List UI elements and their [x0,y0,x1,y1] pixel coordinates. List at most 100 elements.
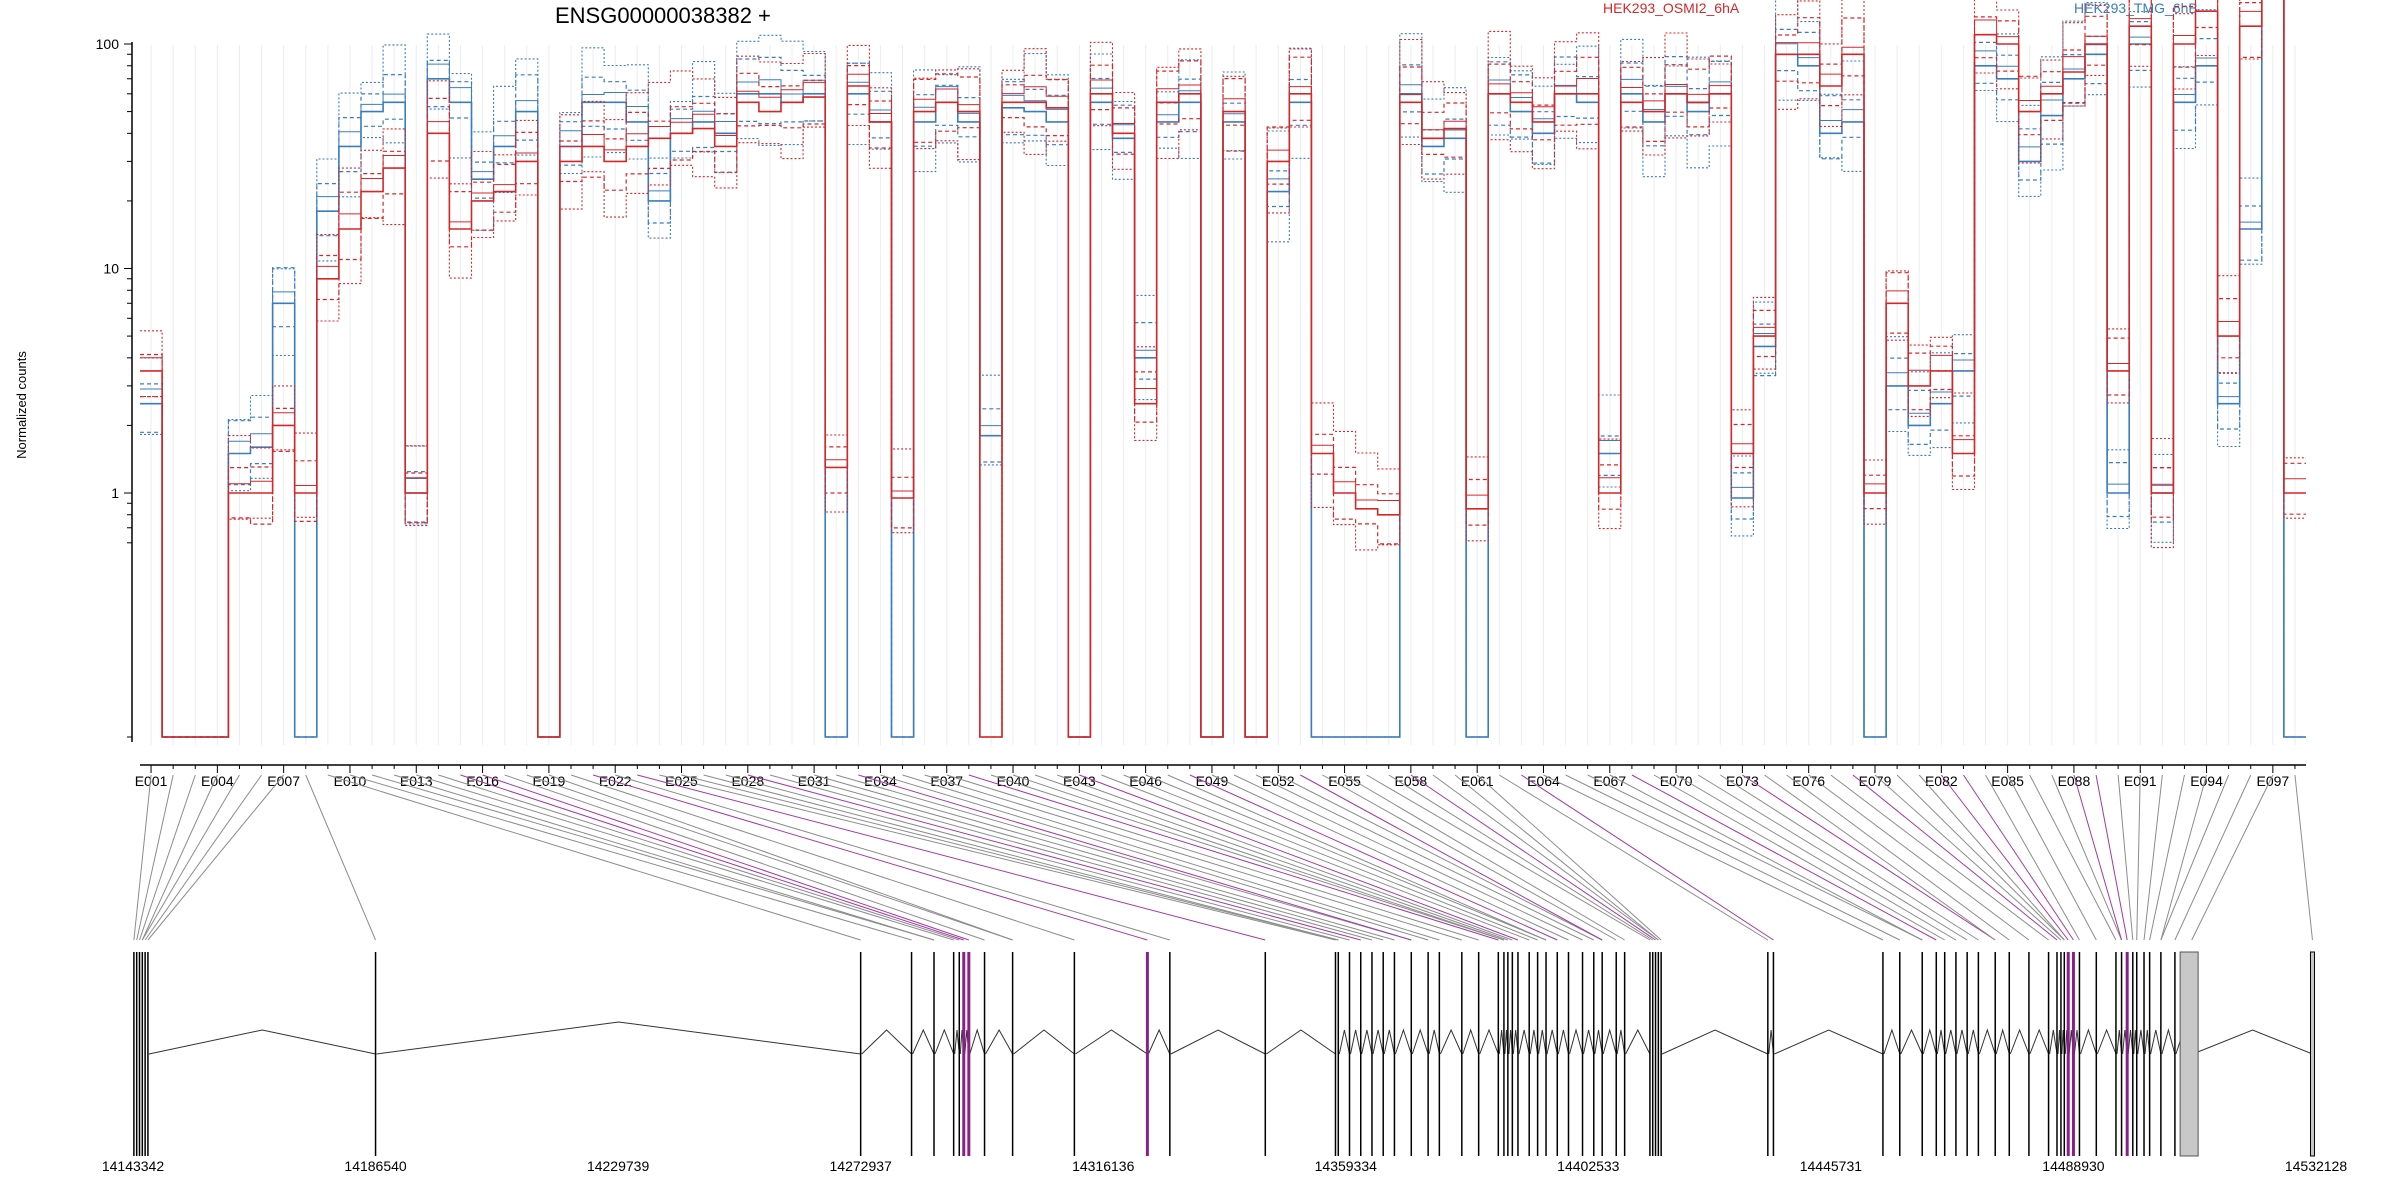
exon-connector [858,774,1412,941]
intron-line [1774,1029,1884,1055]
intron-line [1498,1029,1505,1055]
series-line [140,0,2306,738]
exon-connector [1653,774,1945,941]
exon-connector [1786,774,2010,941]
intron-line [1338,1029,1350,1055]
intron-line [148,1029,376,1055]
exon-block [2309,951,2315,1157]
series-line [140,0,2306,738]
exon-connector [305,774,377,941]
exon-connector [1012,774,1505,941]
exon-connector [133,774,152,941]
coordinate-label: 14272937 [830,1158,893,1174]
exon-connector [2160,774,2230,941]
exon-connector [1476,774,1662,941]
exon-connector [482,774,969,941]
intron-line [985,1028,1014,1055]
exon-connector [1609,774,1923,941]
exon-tick-label: E001 [135,773,168,789]
exon-tick-label: E004 [201,773,234,789]
exon-connector [1764,774,1996,941]
gene-model [133,951,2315,1157]
exon-tick-label: E037 [930,773,963,789]
exon-tick-label: E097 [2256,773,2289,789]
exon-connector [1808,774,2030,941]
exon-connector [1167,774,1547,941]
intron-line [1936,1029,1946,1055]
exon-connector [1255,774,1594,941]
legend-tmg: HEK293_TMG_6hB [2074,0,2198,16]
intron-line [1995,1028,2010,1055]
exon-connector [1918,774,2065,941]
intron-line [1479,1028,1499,1055]
exon-connector [703,774,1339,941]
intron-line [1529,1029,1539,1055]
series-line [140,0,2306,738]
exon-connector [924,774,1462,941]
exon-connector [946,774,1479,941]
exon-connector [813,774,1395,941]
intron-line [1956,1029,1968,1055]
exon-connector [990,774,1505,941]
exon-tick-label: E061 [1461,773,1494,789]
exon-connector [139,774,196,941]
intron-line [1147,1028,1171,1055]
y-axis: 1 10 100 [96,36,133,742]
exon-connector [2073,774,2123,941]
intron-line [1350,1029,1362,1055]
coordinate-label: 14229739 [587,1158,650,1174]
intron-line [1518,1029,1530,1055]
intron-line [1967,1029,1979,1055]
intron-line [2127,1029,2134,1055]
exon-connector [836,774,1412,941]
intron-line [1411,1028,1429,1055]
intron-line [1266,1029,1336,1055]
exon-connector [371,774,935,941]
series-line [140,0,2306,738]
exon-connector [2143,774,2163,941]
exon-tick-label: E013 [400,773,433,789]
coordinate-label: 14186540 [344,1158,407,1174]
intron-line [2161,1028,2176,1055]
intron-line [2009,1028,2030,1055]
plot-series [140,0,2306,738]
exon-tick-label: E088 [2058,773,2091,789]
coordinate-label: 14143342 [102,1158,165,1174]
exon-connector [1278,774,1603,941]
exon-connector [1830,774,2049,941]
exon-connector [144,774,262,941]
exon-connector [1410,774,1656,941]
intron-line [1922,1028,1937,1055]
intron-line [2144,1029,2151,1055]
intron-line [1383,1029,1395,1055]
intron-line [1557,1029,1569,1055]
intron-line [1616,1029,1626,1055]
exon-connector [791,774,1384,941]
intron-line [2029,1028,2050,1055]
exon-connector [2191,774,2274,941]
exon-connector [1432,774,1659,941]
exon-tick-label: E049 [1196,773,1229,789]
exon-connector [1101,774,1530,941]
exon-connector [1300,774,1603,941]
exon-connector [769,774,1373,941]
intron-line [1394,1028,1412,1055]
exon-connector [2029,774,2117,941]
exon-connector [1211,774,1569,941]
intron-line [1361,1029,1373,1055]
intron-line [969,1028,985,1055]
exon-connector [1874,774,2062,941]
intron-line [1462,1028,1480,1055]
series-line [140,0,2306,738]
exon-connector [504,774,985,941]
exon-tick-label: E079 [1859,773,1892,789]
exon-tick-label: E055 [1328,773,1361,789]
exon-connector [1322,774,1617,941]
coordinate-label: 14359334 [1315,1158,1378,1174]
exon-connector [2136,774,2141,941]
intron-line [1428,1029,1440,1055]
exon-connector [1675,774,1957,941]
intron-line [2137,1029,2145,1055]
exon-connector [1631,774,1937,941]
intron-line [934,1028,955,1055]
